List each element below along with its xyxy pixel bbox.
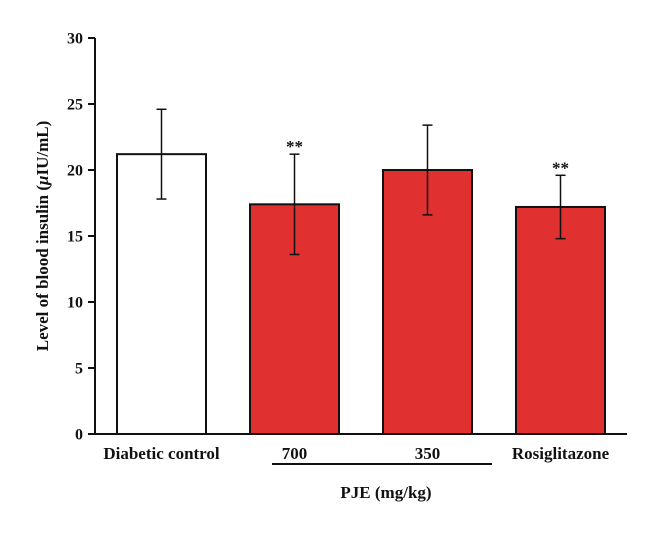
significance-marker: ** xyxy=(286,137,303,156)
x-category-label: 350 xyxy=(415,444,441,463)
x-category-label: 700 xyxy=(282,444,308,463)
x-category-label: Diabetic control xyxy=(103,444,220,463)
bars xyxy=(116,153,606,435)
x-category-label: Rosiglitazone xyxy=(512,444,610,463)
y-tick-label: 25 xyxy=(67,97,83,114)
y-tick-label: 20 xyxy=(67,163,83,180)
y-axis-title: Level of blood insulin (μIU/mL) xyxy=(33,121,52,352)
group-label: PJE (mg/kg) xyxy=(340,483,431,502)
y-tick-label: 0 xyxy=(75,427,83,444)
error-bars xyxy=(156,108,566,256)
y-tick-label: 10 xyxy=(67,295,83,312)
significance-markers: ** ** xyxy=(286,137,569,177)
y-tick-label: 30 xyxy=(67,31,83,48)
bar xyxy=(515,205,606,435)
category-labels: Diabetic control 700 350 Rosiglitazone xyxy=(103,444,609,463)
y-axis-ticks: 0 5 10 15 20 25 30 xyxy=(67,31,95,444)
significance-marker: ** xyxy=(552,158,569,177)
y-tick-label: 5 xyxy=(75,361,83,378)
y-tick-label: 15 xyxy=(67,229,83,246)
